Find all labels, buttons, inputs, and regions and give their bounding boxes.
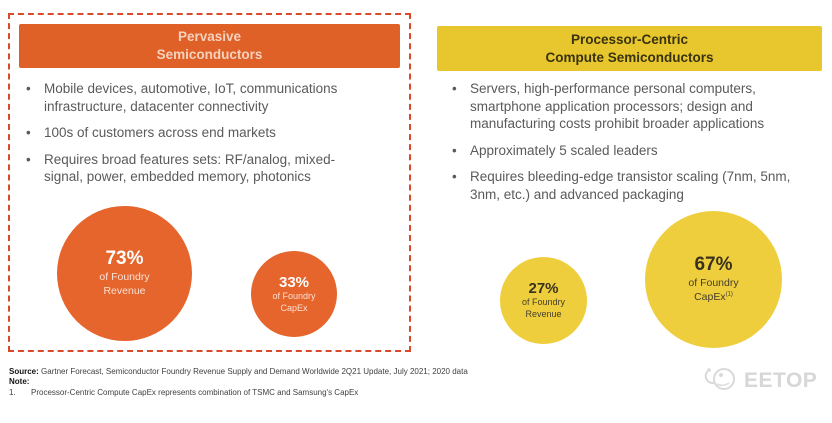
bubble-value: 27%: [528, 280, 559, 298]
bubble-value: 73%: [105, 248, 144, 270]
bubble-label: of Foundry: [688, 277, 739, 290]
list-item: • Requires broad features sets: RF/analo…: [22, 151, 408, 186]
list-item: • Mobile devices, automotive, IoT, commu…: [22, 80, 408, 115]
source-text: Gartner Forecast, Semiconductor Foundry …: [38, 367, 468, 376]
pervasive-title: Pervasive Semiconductors: [156, 29, 263, 62]
bullet-icon: •: [26, 151, 31, 167]
eetop-watermark: EETOP: [703, 364, 817, 397]
bubble-label-line2: CapEx(1): [694, 291, 733, 305]
pervasive-bullet-list: • Mobile devices, automotive, IoT, commu…: [22, 80, 408, 195]
bubble-label: of Foundry Revenue: [521, 297, 566, 319]
note-text: Processor-Centric Compute CapEx represen…: [31, 388, 359, 398]
processor-capex-bubble: 67% of Foundry CapEx(1): [645, 211, 782, 348]
footnote-reference: (1): [725, 291, 733, 298]
list-item: • Approximately 5 scaled leaders: [448, 142, 828, 160]
bullet-text: Approximately 5 scaled leaders: [470, 142, 658, 158]
pervasive-revenue-bubble: 73% of Foundry Revenue: [57, 206, 192, 341]
bullet-text: Servers, high-performance personal compu…: [470, 81, 765, 132]
bullet-text: Requires broad features sets: RF/analog,…: [44, 151, 336, 185]
note-item: 1. Processor-Centric Compute CapEx repre…: [9, 388, 468, 398]
footer-notes: Source: Gartner Forecast, Semiconductor …: [9, 367, 468, 399]
bubble-value: 33%: [278, 273, 310, 291]
list-item: • Requires bleeding-edge transistor scal…: [448, 168, 828, 203]
list-item: • 100s of customers across end markets: [22, 124, 408, 142]
bubble-label-text: CapEx: [694, 291, 726, 303]
bubble-label: of Foundry CapEx: [272, 290, 316, 313]
processor-revenue-bubble: 27% of Foundry Revenue: [500, 257, 587, 344]
pervasive-capex-bubble: 33% of Foundry CapEx: [251, 251, 337, 337]
bubble-label: of Foundry Revenue: [99, 271, 150, 297]
bullet-icon: •: [26, 81, 31, 96]
processor-centric-header: Processor-Centric Compute Semiconductors: [437, 26, 822, 71]
bubble-value: 67%: [694, 254, 733, 276]
pervasive-header: Pervasive Semiconductors: [19, 24, 400, 68]
note-number: 1.: [9, 388, 16, 398]
eetop-logo-text: EETOP: [744, 368, 818, 392]
bullet-icon: •: [452, 169, 457, 185]
processor-centric-bullet-list: • Servers, high-performance personal com…: [448, 80, 828, 212]
bullet-text: Requires bleeding-edge transistor scalin…: [470, 169, 791, 202]
bullet-icon: •: [26, 125, 31, 141]
list-item: • Servers, high-performance personal com…: [448, 80, 828, 133]
source-line: Source: Gartner Forecast, Semiconductor …: [9, 367, 468, 377]
processor-centric-title: Processor-Centric Compute Semiconductors: [545, 31, 714, 65]
source-label: Source:: [9, 367, 39, 376]
eetop-logo-icon: [703, 364, 739, 397]
bullet-text: Mobile devices, automotive, IoT, communi…: [44, 81, 338, 114]
note-label: Note:: [9, 377, 30, 387]
bullet-icon: •: [452, 81, 457, 96]
bullet-icon: •: [452, 142, 457, 158]
bullet-text: 100s of customers across end markets: [44, 125, 276, 141]
